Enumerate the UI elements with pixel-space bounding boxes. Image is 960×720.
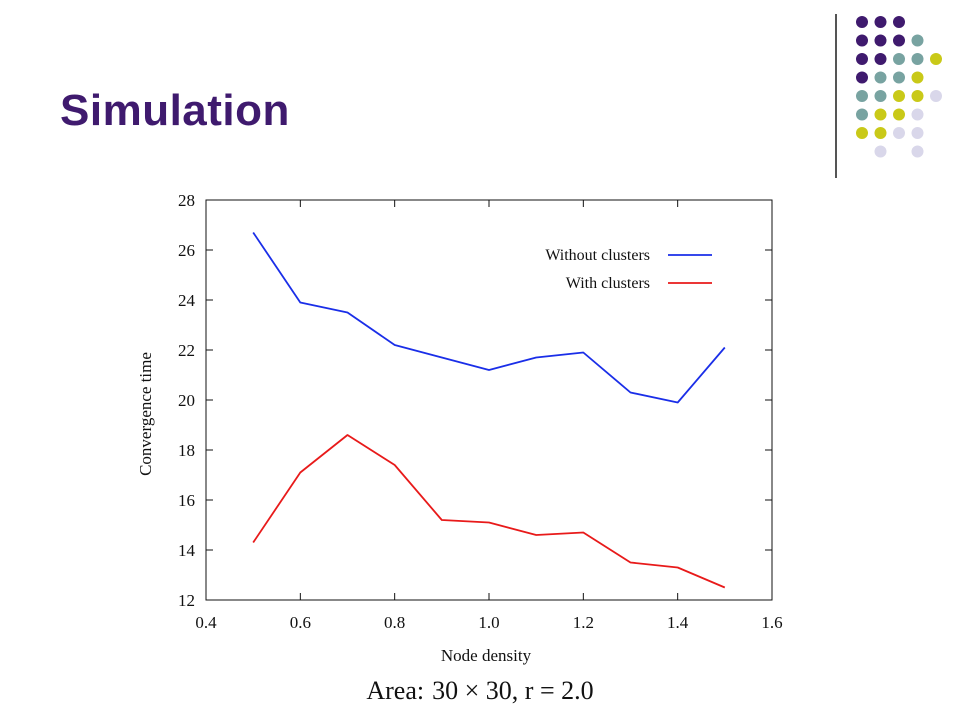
decorative-dot: [856, 34, 868, 47]
decorative-dot: [856, 127, 868, 139]
axis-ticks: [205, 199, 773, 601]
y-tick-label: 18: [178, 441, 195, 460]
decorative-dot: [911, 90, 924, 102]
decorative-dot: [874, 34, 887, 47]
y-tick-label: 12: [178, 591, 195, 610]
decorative-dot: [911, 71, 924, 84]
convergence-chart: 0.4 0.6 0.8 1.0 1.2 1.4 1.6 12 14 16 18 20 22 24 26 28…: [136, 191, 783, 665]
decorative-dot-grid: [856, 16, 942, 158]
x-tick-label: 0.8: [384, 613, 405, 632]
decorative-dot: [856, 108, 868, 121]
decorative-dot: [893, 53, 905, 65]
decorative-dot: [893, 127, 905, 139]
x-tick-label: 1.4: [667, 613, 689, 632]
slide-title: Simulation: [60, 86, 290, 135]
y-tick-label: 20: [178, 391, 195, 410]
y-tick-label: 14: [178, 541, 196, 560]
y-tick-label: 16: [178, 491, 195, 510]
series-line-with-clusters: [252, 434, 726, 589]
decorative-dot: [856, 16, 868, 28]
decorative-dot: [874, 127, 887, 139]
decorative-dot: [911, 53, 924, 65]
decorative-dot: [874, 145, 887, 158]
decorative-dot: [911, 145, 924, 158]
series-lines: [252, 231, 726, 589]
decorative-dot: [874, 71, 887, 84]
decorative-dot: [911, 127, 924, 139]
decorative-dot: [856, 71, 868, 84]
decorative-dot: [874, 90, 887, 102]
decorative-dot: [856, 90, 868, 102]
x-tick-label: 1.2: [573, 613, 594, 632]
decorative-dot: [893, 71, 905, 84]
x-tick-label: 0.6: [290, 613, 311, 632]
chart-legend: Without clusters With clusters: [545, 247, 712, 292]
decorative-dot: [856, 53, 868, 65]
x-tick-labels: 0.4 0.6 0.8 1.0 1.2 1.4 1.6: [195, 613, 782, 632]
y-tick-label: 24: [178, 291, 196, 310]
decorative-dot: [874, 16, 887, 28]
title-divider: [835, 14, 837, 178]
decorative-dot: [893, 90, 905, 102]
plot-frame: [205, 199, 773, 601]
y-tick-label: 28: [178, 191, 195, 210]
legend-label: Without clusters: [545, 247, 650, 264]
decorative-dot: [874, 53, 887, 65]
y-tick-labels: 12 14 16 18 20 22 24 26 28: [178, 191, 196, 610]
x-tick-label: 1.6: [761, 613, 782, 632]
x-tick-label: 0.4: [195, 613, 217, 632]
caption-prefix: Area:: [366, 676, 425, 705]
legend-label: With clusters: [566, 275, 650, 292]
decorative-dot: [893, 34, 905, 47]
y-tick-label: 22: [178, 341, 195, 360]
decorative-dot: [930, 53, 942, 65]
chart-caption: Area: 30 × 30, r = 2.0: [0, 676, 960, 706]
decorative-dot: [893, 108, 905, 121]
decorative-dot: [911, 34, 924, 47]
y-axis-label: Convergence time: [136, 352, 155, 476]
decorative-dot: [874, 108, 887, 121]
y-tick-label: 26: [178, 241, 195, 260]
decorative-dot: [893, 16, 905, 28]
decorative-dot: [911, 108, 924, 121]
x-axis-label: Node density: [441, 646, 532, 665]
caption-formula: 30 × 30, r = 2.0: [432, 676, 594, 705]
decorative-dot: [930, 90, 942, 102]
x-tick-label: 1.0: [478, 613, 499, 632]
series-line-without-clusters: [252, 231, 726, 404]
